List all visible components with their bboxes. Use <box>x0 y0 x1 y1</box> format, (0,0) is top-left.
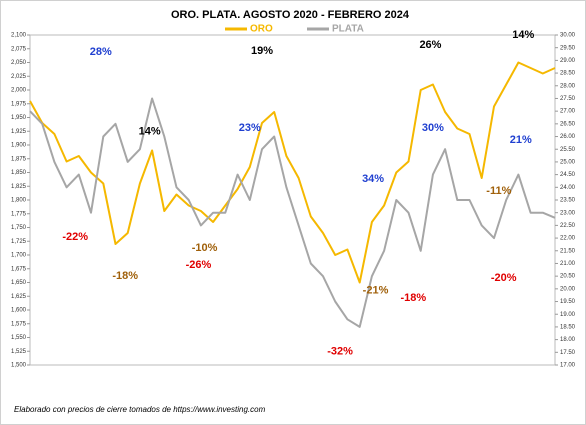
annotation: 23% <box>239 122 261 134</box>
y-tick-label: 1,650 <box>11 280 27 286</box>
y-tick-label: 1,500 <box>11 363 27 369</box>
y2-tick-label: 21.00 <box>560 261 576 267</box>
y-tick-label: 2,000 <box>11 88 27 94</box>
y-tick-label: 1,875 <box>11 156 27 162</box>
annotation: -22% <box>62 231 88 243</box>
y-tick-label: 1,850 <box>11 170 27 176</box>
y2-tick-label: 27.00 <box>560 109 576 115</box>
y-tick-label: 1,725 <box>11 239 27 245</box>
y-tick-label: 1,950 <box>11 115 27 121</box>
y2-tick-label: 20.00 <box>560 286 576 292</box>
annotation: 34% <box>362 173 384 185</box>
y-tick-label: 1,925 <box>11 129 27 135</box>
annotation: 14% <box>512 29 534 41</box>
annotation: -10% <box>192 242 218 254</box>
y2-tick-label: 24.00 <box>560 185 576 191</box>
annotation: 21% <box>510 134 532 146</box>
y2-tick-label: 25.50 <box>560 147 576 153</box>
y-tick-label: 2,075 <box>11 46 27 52</box>
y-tick-label: 1,800 <box>11 198 27 204</box>
y-tick-label: 1,550 <box>11 335 27 341</box>
y2-tick-label: 22.00 <box>560 236 576 242</box>
y-tick-label: 1,625 <box>11 294 27 300</box>
legend-label: ORO <box>250 24 273 35</box>
y-tick-label: 2,025 <box>11 74 27 80</box>
annotation: -20% <box>491 272 517 284</box>
note: Elaborado con precios de cierre tomados … <box>14 405 266 414</box>
annotation: 14% <box>139 126 161 138</box>
y2-tick-label: 18.00 <box>560 337 576 343</box>
y-tick-label: 2,050 <box>11 60 27 66</box>
y2-tick-label: 25.00 <box>560 160 576 166</box>
series-line <box>29 97 556 328</box>
y2-tick-label: 27.50 <box>560 96 576 102</box>
y2-tick-label: 29.50 <box>560 45 576 51</box>
annotation: -18% <box>401 292 427 304</box>
y2-tick-label: 17.00 <box>560 363 576 369</box>
y-tick-label: 1,525 <box>11 349 27 355</box>
chart-title: ORO. PLATA. AGOSTO 2020 - FEBRERO 2024 <box>171 9 410 21</box>
y-tick-label: 1,775 <box>11 211 27 217</box>
annotation: -11% <box>486 185 511 197</box>
annotation: 28% <box>90 46 112 58</box>
annotation: 26% <box>419 39 441 51</box>
y-tick-label: 1,750 <box>11 225 27 231</box>
annotation: -32% <box>327 346 353 358</box>
annotation: -26% <box>186 259 212 271</box>
y-tick-label: 1,900 <box>11 143 27 149</box>
y2-tick-label: 24.50 <box>560 172 576 178</box>
y2-tick-label: 19.00 <box>560 312 576 318</box>
y2-tick-label: 28.50 <box>560 71 576 77</box>
series-line <box>29 61 556 284</box>
annotation: -18% <box>112 270 138 282</box>
y2-tick-label: 26.50 <box>560 121 576 127</box>
y2-tick-label: 19.50 <box>560 299 576 305</box>
legend-label: PLATA <box>332 24 364 35</box>
y-tick-label: 2,100 <box>11 33 27 39</box>
annotation: 30% <box>422 122 444 134</box>
y-tick-label: 1,700 <box>11 253 27 259</box>
y2-tick-label: 23.50 <box>560 198 576 204</box>
y2-tick-label: 20.50 <box>560 274 576 280</box>
y2-tick-label: 21.50 <box>560 248 576 254</box>
y-tick-label: 1,975 <box>11 101 27 107</box>
y-tick-label: 1,825 <box>11 184 27 190</box>
y2-tick-label: 30.00 <box>560 33 576 39</box>
y-tick-label: 1,675 <box>11 266 27 272</box>
y2-tick-label: 22.50 <box>560 223 576 229</box>
y2-tick-label: 28.00 <box>560 83 576 89</box>
y2-tick-label: 17.50 <box>560 350 576 356</box>
y2-tick-label: 26.00 <box>560 134 576 140</box>
y-tick-label: 1,575 <box>11 321 27 327</box>
annotation: 19% <box>251 45 273 57</box>
y2-tick-label: 23.00 <box>560 210 576 216</box>
y-tick-label: 1,600 <box>11 308 27 314</box>
annotation: -21% <box>363 285 389 297</box>
y2-tick-label: 18.50 <box>560 325 576 331</box>
y2-tick-label: 29.00 <box>560 58 576 64</box>
